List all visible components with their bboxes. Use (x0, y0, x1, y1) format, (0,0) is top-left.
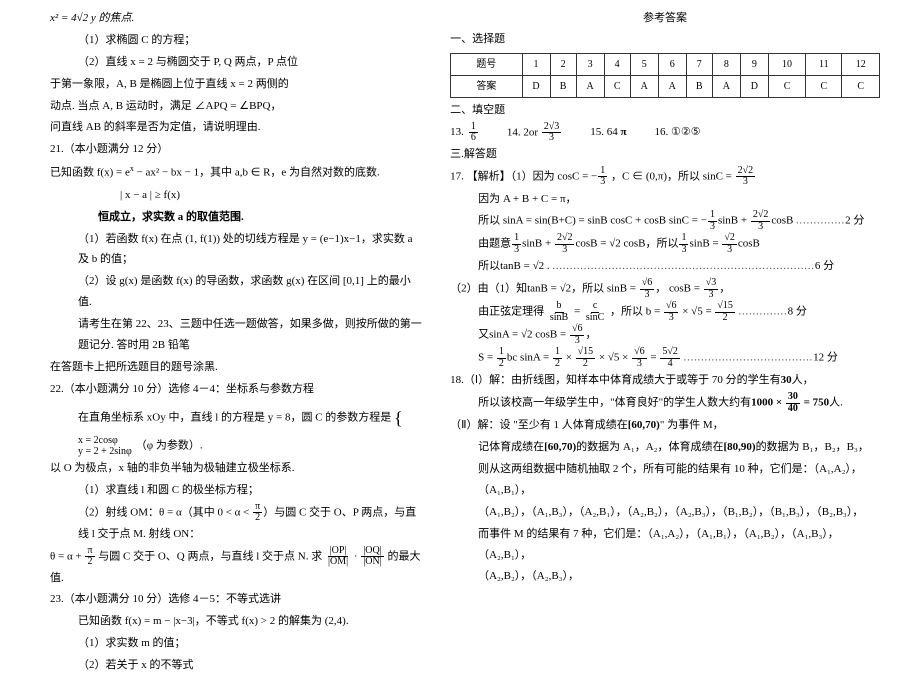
q21-def-b: − ax² − bx − 1，其中 a,b ∈ R，e 为自然对数的底数. (134, 167, 380, 179)
q23-def: 已知函数 f(x) = m − |x−3|，不等式 f(x) > 2 的解集为 … (50, 611, 422, 632)
q21-2: （2）设 g(x) 是函数 f(x) 的导函数，求函数 g(x) 在区间 [0,… (50, 271, 422, 313)
q22-polar: 以 O 为极点，x 轴的非负半轴为极轴建立极坐标系. (50, 458, 422, 479)
q17-area: S = 12bc sinA = 12 × √152 × √5 × √63 = 5… (450, 347, 880, 369)
q14: 14. 2or 2√33 (507, 122, 562, 144)
q15: 15. 64 π (590, 122, 626, 144)
q13: 13.16 (450, 122, 479, 144)
table-row-header: 题号 1 2 3 4 5 6 7 8 9 10 11 12 (451, 53, 880, 75)
frac-pi2: π2 (253, 502, 262, 524)
q17-line1: 17. 【解析】（1）因为 cosC = −13 ，C ∈ (0,π)，所以 s… (450, 166, 880, 188)
q22-param-a: 在直角坐标系 xOy 中，直线 l 的方程是 y = 8，圆 C 的参数方程是 (78, 411, 394, 423)
brace-icon: { (394, 408, 403, 428)
q23-head: 23.（本小题满分 10 分）选修 4－5：不等式选讲 (50, 589, 422, 610)
q21-def-a: 已知函数 f(x) = e (50, 167, 130, 179)
q16: 16. ①②⑤ (655, 122, 701, 144)
th5: 5 (630, 53, 658, 75)
td10: C (768, 75, 805, 97)
frac-pi2b: π2 (85, 546, 94, 568)
th1: 1 (522, 53, 550, 75)
table-row-answers: 答案 D B A C A A B A D C C C (451, 75, 880, 97)
q20-1: （1）求椭圆 C 的方程； (50, 30, 422, 51)
q17-line3: 所以 sinA = sin(B+C) = sinB cosC + cosB si… (450, 210, 880, 232)
th11: 11 (806, 53, 842, 75)
td2: B (550, 75, 576, 97)
th6: 6 (658, 53, 686, 75)
th9: 9 (740, 53, 768, 75)
q22-2b: θ = α + π2 与圆 C 交于 O、Q 两点，与直线 l 交于点 N. 求… (50, 546, 422, 589)
q21-hold: 恒成立，求实数 a 的取值范围. (50, 207, 422, 228)
q17-line5: 所以tanB = √2 . ..........................… (450, 256, 880, 277)
q18-2b: 记体育成绩在[60,70)的数据为 A₁，A₂，体育成绩在[80,90)的数据为… (450, 437, 880, 458)
q21-head: 21.（本小题满分 12 分） (50, 139, 422, 160)
q20-2c: 动点. 当点 A, B 运动时，满足 ∠APQ = ∠BPQ， (50, 96, 422, 117)
q18-2d: （A₁,B₂），（A₁,B₃），（A₂,B₁），（A₂,B₂），（A₂,B₃），… (450, 502, 880, 523)
q20-2a: （2）直线 x = 2 与椭圆交于 P, Q 两点，P 点位 (50, 52, 422, 73)
sec-solve: 三.解答题 (450, 144, 880, 165)
q18-2f: （A₂,B₂），（A₂,B₃）， (450, 566, 880, 587)
answer-title: 参考答案 (450, 8, 880, 29)
th12: 12 (842, 53, 880, 75)
th4: 4 (604, 53, 630, 75)
th8: 8 (712, 53, 740, 75)
q21-def: 已知函数 f(x) = ex − ax² − bx − 1，其中 a,b ∈ R… (50, 161, 422, 184)
q22-2b-a: θ = α + (50, 550, 84, 562)
q18-2a: （Ⅱ）解：设 "至少有 1 人体育成绩在[60,70)" 为事件 M， (450, 415, 880, 436)
q20-2d: 问直线 AB 的斜率是否为定值，请说明理由. (50, 117, 422, 138)
q21-abs: | x − a | ≥ f(x) (50, 185, 422, 206)
th10: 10 (768, 53, 805, 75)
q17-sine: 由正弦定理得 bsinB = csinC ，所以 b = √63 × √5 = … (450, 301, 880, 323)
td0: 答案 (451, 75, 522, 97)
td5: A (630, 75, 658, 97)
td9: D (740, 75, 768, 97)
q20-2b: 于第一象限，A, B 是椭圆上位于直线 x = 2 两侧的 (50, 74, 422, 95)
td8: A (712, 75, 740, 97)
choose-b: 在答题卡上把所选题目的题号涂黑. (50, 357, 422, 378)
q18-2e: 而事件 M 的结果有 7 种，它们是：（A₁,A₂），（A₁,B₁），（A₁,B… (450, 524, 880, 566)
answer-table: 题号 1 2 3 4 5 6 7 8 9 10 11 12 答案 D B A C… (450, 53, 880, 98)
q22-head: 22.（本小题满分 10 分）选修 4－4：坐标系与参数方程 (50, 379, 422, 400)
q17-part2: （2）由（1）知tanB = √2，所以 sinB = √63， cosB = … (450, 278, 880, 300)
frac-op: |OP||OM| (326, 546, 350, 568)
q22-2b-b: 与圆 C 交于 O、Q 两点，与直线 l 交于点 N. 求 (96, 550, 325, 562)
td1: D (522, 75, 550, 97)
td4: C (604, 75, 630, 97)
q22-2a: （2）射线 OM：θ = α（其中 0 < α < π2）与圆 C 交于 O、P… (50, 502, 422, 545)
q17-line2: 因为 A + B + C = π， (450, 189, 880, 210)
q23-2: （2）若关于 x 的不等式 (50, 655, 422, 676)
sec-fill: 二、填空题 (450, 100, 880, 121)
th3: 3 (576, 53, 604, 75)
th0: 题号 (451, 53, 522, 75)
q18-1: 18.（Ⅰ）解：由折线图，知样本中体育成绩大于或等于 70 分的学生有30人， (450, 370, 880, 391)
td11: C (806, 75, 842, 97)
left-column: x² = 4√2 y 的焦点. （1）求椭圆 C 的方程； （2）直线 x = … (50, 8, 440, 642)
q22-param-d: （φ 为参数）. (136, 439, 203, 451)
param-y: y = 2 + 2sinφ (78, 446, 132, 457)
q17-line4: 由题意13sinB + 2√23cosB = √2 cosB，所以13sinB … (450, 233, 880, 255)
q21-1: （1）若函数 f(x) 在点 (1, f(1)) 处的切线方程是 y = (e−… (50, 229, 422, 271)
fill-answers: 13.16 14. 2or 2√33 15. 64 π 16. ①②⑤ (450, 122, 880, 144)
td7: B (686, 75, 712, 97)
q23-1: （1）求实数 m 的值； (50, 633, 422, 654)
q22-param: 在直角坐标系 xOy 中，直线 l 的方程是 y = 8，圆 C 的参数方程是 … (50, 401, 422, 457)
q18-1b: 所以该校高一年级学生中，"体育良好"的学生人数大约有1000 × 3040 = … (450, 392, 880, 414)
th7: 7 (686, 53, 712, 75)
eq-parabola: x² = 4√2 y 的焦点. (50, 8, 422, 29)
sec-choice: 一、选择题 (450, 29, 880, 50)
td12: C (842, 75, 880, 97)
choose-a: 请考生在第 22、23、三题中任选一题做答，如果多做，则按所做的第一题记分. 答… (50, 314, 422, 356)
right-column: 参考答案 一、选择题 题号 1 2 3 4 5 6 7 8 9 10 11 12… (440, 8, 880, 642)
td6: A (658, 75, 686, 97)
q22-1: （1）求直线 l 和圆 C 的极坐标方程； (50, 480, 422, 501)
th2: 2 (550, 53, 576, 75)
q18-2c: 则从这两组数据中随机抽取 2 个，所有可能的结果有 10 种，它们是：（A₁,A… (450, 459, 880, 501)
td3: A (576, 75, 604, 97)
param-x: x = 2cosφ (78, 435, 132, 446)
frac-oq: |OQ||ON| (361, 546, 383, 568)
q17-also: 又sinA = √2 cosB = √63， (450, 324, 880, 346)
q22-2a-t: （2）射线 OM：θ = α（其中 0 < α < (78, 506, 252, 518)
